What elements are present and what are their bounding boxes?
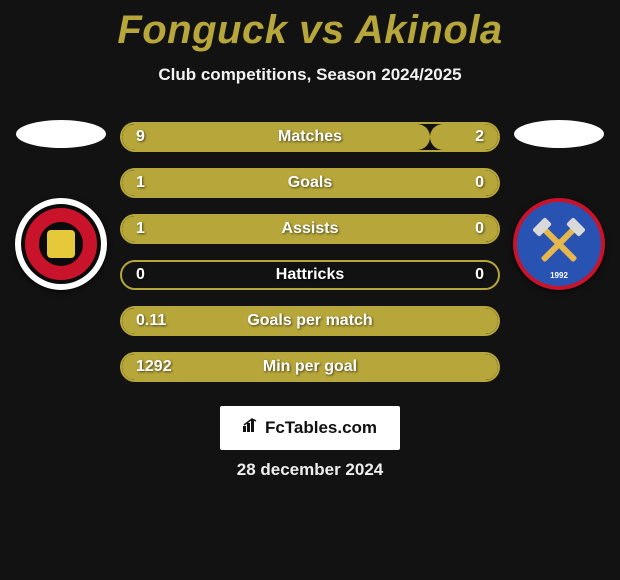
stat-value-right: 2 <box>475 128 484 146</box>
stat-label: Assists <box>282 220 339 238</box>
player-silhouette-left <box>16 120 106 148</box>
stat-label: Goals per match <box>247 312 372 330</box>
stat-row-hattricks: 0 Hattricks 0 <box>120 260 500 290</box>
club-badge-right: 1992 <box>513 198 605 290</box>
stat-value-left: 1 <box>136 220 145 238</box>
brand-link[interactable]: FcTables.com <box>220 406 400 450</box>
right-player-column: 1992 <box>504 110 614 290</box>
stat-value-left: 9 <box>136 128 145 146</box>
stat-value-right: 0 <box>475 174 484 192</box>
badge-center <box>47 230 75 258</box>
stat-row-goals-per-match: 0.11 Goals per match <box>120 306 500 336</box>
stat-row-assists: 1 Assists 0 <box>120 214 500 244</box>
page-title: Fonguck vs Akinola <box>0 0 620 53</box>
stat-rows: 9 Matches 2 1 Goals 0 1 Assists 0 0 Hatt… <box>120 110 500 382</box>
stat-label: Matches <box>278 128 342 146</box>
stat-row-matches: 9 Matches 2 <box>120 122 500 152</box>
stat-label: Goals <box>288 174 332 192</box>
badge-year: 1992 <box>517 271 601 280</box>
stat-value-left: 1292 <box>136 358 172 376</box>
hammers-icon <box>534 219 584 269</box>
stat-value-right: 0 <box>475 266 484 284</box>
left-player-column <box>6 110 116 290</box>
club-badge-left <box>15 198 107 290</box>
stat-row-min-per-goal: 1292 Min per goal <box>120 352 500 382</box>
brand-text: FcTables.com <box>265 418 377 438</box>
comparison-content: 9 Matches 2 1 Goals 0 1 Assists 0 0 Hatt… <box>0 110 620 382</box>
date-text: 28 december 2024 <box>0 460 620 480</box>
stat-value-left: 1 <box>136 174 145 192</box>
stat-label: Hattricks <box>276 266 344 284</box>
stat-value-left: 0 <box>136 266 145 284</box>
stat-fill-left <box>122 124 430 150</box>
chart-icon <box>243 418 261 437</box>
subtitle: Club competitions, Season 2024/2025 <box>0 65 620 85</box>
stat-fill-right <box>430 124 498 150</box>
stat-value-left: 0.11 <box>136 312 166 330</box>
player-silhouette-right <box>514 120 604 148</box>
stat-label: Min per goal <box>263 358 357 376</box>
stat-value-right: 0 <box>475 220 484 238</box>
stat-row-goals: 1 Goals 0 <box>120 168 500 198</box>
